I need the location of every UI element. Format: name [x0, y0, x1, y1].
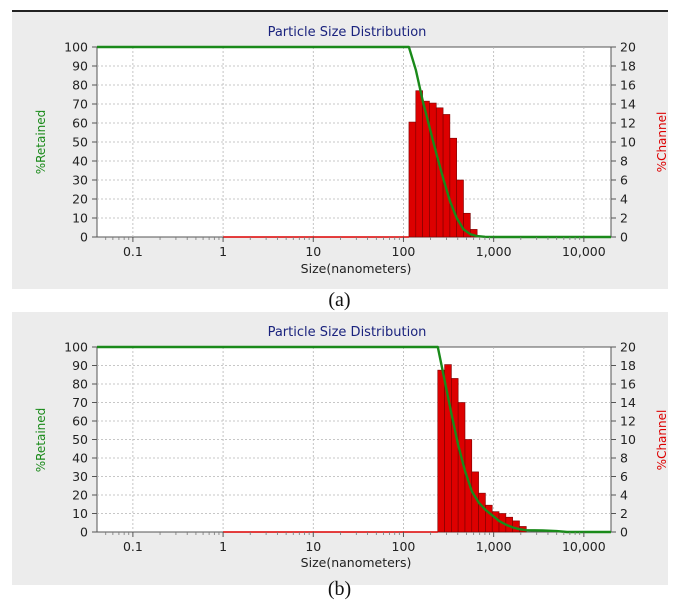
y-tick-left-label: 60	[72, 116, 88, 131]
chart-a: 0 10 20 30 40 50 60 70 80 90 100 0 2 4 6 8 10 12 14 16 18 20 0…	[34, 25, 669, 276]
x-tick-label: 10	[305, 539, 321, 554]
y-tick-left-label: 10	[72, 506, 88, 521]
retained-line	[97, 345, 611, 534]
x-axis-label: Size(nanometers)	[301, 555, 412, 570]
y-tick-left-label: 30	[72, 469, 88, 484]
gridlines-a	[97, 47, 611, 237]
caption-a: (a)	[328, 289, 351, 311]
y-tick-left-label: 20	[72, 488, 88, 503]
y-tick-right-label: 16	[620, 78, 636, 93]
y-tick-right-label: 6	[620, 469, 628, 484]
x-tick-label: 1	[219, 244, 227, 259]
x-tick-label: 100	[392, 539, 416, 554]
panel-b: 0 10 20 30 40 50 60 70 80 90 100 0 2 4 6 8 10 12 14 16 18 20 0…	[0, 300, 679, 610]
channel-bar	[437, 369, 445, 533]
y-tick-left-label: 70	[72, 395, 88, 410]
y-tick-right-label: 14	[620, 395, 636, 410]
y-tick-left-label: 60	[72, 414, 88, 429]
x-tick-label: 1,000	[476, 539, 512, 554]
y-tick-left-label: 100	[64, 40, 88, 55]
y-tick-right-label: 20	[620, 40, 636, 55]
lines-a	[97, 45, 611, 239]
bars-a	[408, 90, 478, 238]
y-tick-right-label: 2	[620, 211, 628, 226]
y-tick-right-label: 12	[620, 116, 636, 131]
y-tick-right-label: 18	[620, 358, 636, 373]
y-tick-right-label: 2	[620, 506, 628, 521]
panel-a: 0 10 20 30 40 50 60 70 80 90 100 0 2 4 6 8 10 12 14 16 18 20 0…	[0, 0, 679, 311]
y-tick-left-label: 70	[72, 97, 88, 112]
y-tick-right-label: 4	[620, 488, 628, 503]
y-tick-right-label: 12	[620, 414, 636, 429]
caption-b: (b)	[327, 578, 352, 600]
y-tick-right-label: 14	[620, 97, 636, 112]
chart-title: Particle Size Distribution	[268, 25, 427, 40]
chart-title: Particle Size Distribution	[268, 325, 427, 340]
y-tick-left-label: 10	[72, 211, 88, 226]
x-tick-label: 1	[219, 539, 227, 554]
channel-bar	[415, 90, 423, 238]
channel-bar	[429, 102, 437, 238]
channel-bar	[451, 378, 459, 533]
y-tick-right-label: 8	[620, 451, 628, 466]
chart-b: 0 10 20 30 40 50 60 70 80 90 100 0 2 4 6 8 10 12 14 16 18 20 0…	[34, 325, 669, 570]
y-tick-right-label: 6	[620, 173, 628, 188]
y-tick-right-label: 16	[620, 377, 636, 392]
channel-bar	[449, 137, 457, 238]
y-tick-left-label: 90	[72, 358, 88, 373]
retained-line	[97, 45, 611, 239]
x-tick-label: 0.1	[123, 244, 143, 259]
y-tick-right-label: 0	[620, 525, 628, 540]
y-tick-left-label: 80	[72, 377, 88, 392]
y-tick-left-label: 0	[80, 230, 88, 245]
y-tick-left-label: 20	[72, 192, 88, 207]
x-axis-label: Size(nanometers)	[301, 261, 412, 276]
channel-bar	[478, 492, 486, 533]
y-axis-label-left: %Retained	[34, 408, 48, 473]
channel-bar	[408, 121, 417, 238]
x-tick-label: 1,000	[476, 244, 512, 259]
ticks-b: 0 10 20 30 40 50 60 70 80 90 100 0 2 4 6 8 10 12 14 16 18 20 0…	[64, 340, 636, 555]
y-tick-left-label: 50	[72, 432, 88, 447]
gridlines-b	[97, 347, 611, 532]
channel-bar	[442, 114, 451, 238]
y-tick-left-label: 100	[64, 340, 88, 355]
y-tick-left-label: 40	[72, 451, 88, 466]
y-axis-label-right: %Channel	[655, 410, 669, 471]
y-tick-left-label: 80	[72, 78, 88, 93]
lines-b	[97, 345, 611, 534]
x-tick-label: 10	[305, 244, 321, 259]
y-tick-left-label: 50	[72, 135, 88, 150]
x-tick-label: 100	[392, 244, 416, 259]
bars-b	[437, 364, 527, 533]
y-axis-label-left: %Retained	[34, 110, 48, 175]
y-tick-right-label: 10	[620, 432, 636, 447]
y-tick-right-label: 20	[620, 340, 636, 355]
y-tick-right-label: 4	[620, 192, 628, 207]
ticks-a: 0 10 20 30 40 50 60 70 80 90 100 0 2 4 6 8 10 12 14 16 18 20 0…	[64, 40, 636, 260]
x-tick-label: 0.1	[123, 539, 143, 554]
y-tick-right-label: 8	[620, 154, 628, 169]
y-tick-right-label: 0	[620, 230, 628, 245]
y-tick-left-label: 40	[72, 154, 88, 169]
x-tick-label: 10,000	[562, 244, 606, 259]
y-tick-left-label: 30	[72, 173, 88, 188]
y-tick-left-label: 90	[72, 59, 88, 74]
channel-bar	[456, 179, 464, 238]
x-tick-label: 10,000	[562, 539, 606, 554]
y-tick-left-label: 0	[80, 525, 88, 540]
y-tick-right-label: 18	[620, 59, 636, 74]
y-axis-label-right: %Channel	[655, 112, 669, 173]
y-tick-right-label: 10	[620, 135, 636, 150]
